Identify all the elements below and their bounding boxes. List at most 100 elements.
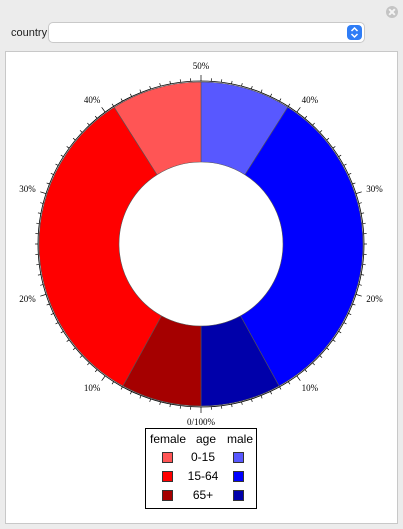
scale-tick xyxy=(343,322,347,325)
scale-tick xyxy=(304,115,308,119)
scale-tick xyxy=(332,146,336,149)
slice-male-15-64 xyxy=(240,106,364,387)
scale-tick xyxy=(288,381,291,385)
legend-swatch-female xyxy=(162,490,173,501)
scale-tick xyxy=(72,347,76,351)
scale-tick xyxy=(348,313,352,315)
scale-tick xyxy=(352,303,356,306)
scale-tick xyxy=(40,202,44,204)
chevron-updown-icon xyxy=(347,25,362,40)
scale-label: 10% xyxy=(84,383,101,393)
scale-tick xyxy=(37,274,41,276)
scale-tick xyxy=(46,303,50,306)
scale-tick xyxy=(260,395,263,399)
scale-tick xyxy=(270,391,272,395)
scale-label: 30% xyxy=(366,184,383,194)
scale-tick xyxy=(260,89,263,93)
scale-tick xyxy=(169,404,171,408)
scale-tick xyxy=(169,80,171,84)
scale-label: 30% xyxy=(19,184,36,194)
scale-tick xyxy=(111,381,114,385)
scale-tick xyxy=(355,294,362,297)
scale-ticks xyxy=(35,75,367,413)
scale-tick xyxy=(241,83,243,87)
scale-tick xyxy=(87,362,90,366)
scale-tick xyxy=(304,369,308,373)
scale-tick xyxy=(159,401,161,405)
slice-female-0-15 xyxy=(113,81,202,176)
scale-tick xyxy=(338,154,342,157)
scale-labels: 50% 40% 30% 20% 10% 0/100% 40% 30% 20% 10% xyxy=(19,61,383,427)
scale-label: 20% xyxy=(366,294,383,304)
legend-swatch-female xyxy=(162,452,173,463)
legend-header-male: male xyxy=(227,432,254,446)
scale-tick xyxy=(361,274,365,276)
scale-label: 20% xyxy=(19,294,36,304)
scale-tick xyxy=(241,401,243,405)
scale-tick xyxy=(130,391,132,395)
legend-swatch-male xyxy=(233,471,244,482)
scale-tick xyxy=(312,362,315,366)
scale-label: 10% xyxy=(302,383,319,393)
scale-tick xyxy=(139,89,142,93)
scale-tick xyxy=(40,191,47,194)
scale-tick xyxy=(120,386,123,390)
scale-tick xyxy=(55,163,59,166)
scale-tick xyxy=(326,347,330,351)
scale-tick xyxy=(40,294,47,297)
legend-swatch-female xyxy=(162,471,173,482)
scale-label: 50% xyxy=(193,61,210,71)
scale-tick xyxy=(101,107,106,113)
legend-header-female: female xyxy=(150,432,187,446)
scale-tick xyxy=(139,395,142,399)
scale-tick xyxy=(66,146,70,149)
legend-swatch-male xyxy=(233,452,244,463)
scale-tick xyxy=(338,331,342,334)
scale-tick xyxy=(40,284,44,286)
scale-tick xyxy=(46,182,50,185)
scale-tick xyxy=(296,107,301,113)
legend-age-label: 0-15 xyxy=(190,450,216,464)
scale-tick xyxy=(120,98,123,102)
scale-tick xyxy=(343,163,347,166)
scale-tick xyxy=(94,115,98,119)
scale-tick xyxy=(111,103,114,107)
scale-tick xyxy=(348,173,352,175)
scale-tick xyxy=(296,375,301,381)
scale-tick xyxy=(231,80,233,84)
scale-tick xyxy=(130,93,132,97)
scale-tick xyxy=(326,137,330,141)
scale-label: 0/100% xyxy=(187,417,216,427)
scale-tick xyxy=(270,93,272,97)
legend-age-label: 15-64 xyxy=(187,469,219,483)
country-select[interactable] xyxy=(48,22,365,43)
scale-tick xyxy=(358,202,362,204)
legend-age-label: 65+ xyxy=(192,488,214,502)
scale-tick xyxy=(279,386,282,390)
legend-header-age: age xyxy=(196,432,217,446)
chart-slices xyxy=(38,81,364,407)
scale-tick xyxy=(72,137,76,141)
legend: female age male 0-15 15-64 65+ xyxy=(145,428,257,509)
scale-tick xyxy=(37,212,41,214)
scale-tick xyxy=(279,98,282,102)
slice-female-15-64 xyxy=(38,106,162,387)
scale-tick xyxy=(94,369,98,373)
scale-tick xyxy=(79,130,83,133)
scale-tick xyxy=(358,284,362,286)
scale-tick xyxy=(231,404,233,408)
scale-tick xyxy=(355,191,362,194)
scale-tick xyxy=(50,313,54,315)
legend-swatch-male xyxy=(233,490,244,501)
scale-tick xyxy=(251,398,253,402)
scale-tick xyxy=(312,122,315,126)
close-icon[interactable] xyxy=(386,6,398,18)
scale-tick xyxy=(352,182,356,185)
scale-tick xyxy=(319,355,323,358)
scale-tick xyxy=(79,355,83,358)
scale-label: 40% xyxy=(84,95,101,105)
scale-tick xyxy=(55,322,59,325)
scale-label: 40% xyxy=(302,95,319,105)
scale-tick xyxy=(251,86,253,90)
